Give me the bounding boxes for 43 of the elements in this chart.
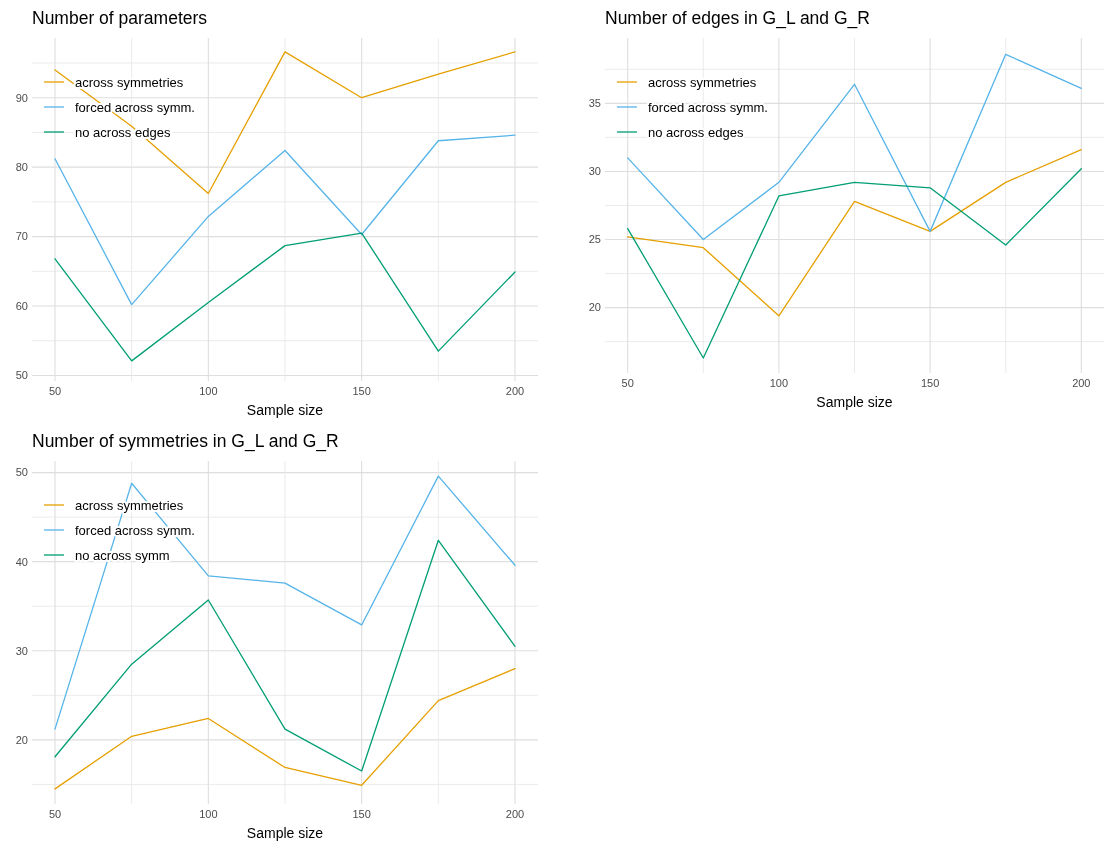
line-series — [54, 232, 516, 362]
chart-title: Number of parameters — [32, 8, 208, 28]
x-tick-label: 50 — [48, 385, 62, 397]
y-tick-label: 30 — [15, 644, 28, 657]
x-tick-label: 150 — [352, 808, 371, 820]
line-series — [54, 539, 516, 772]
legend-label: no across edges — [648, 124, 744, 140]
y-tick-label: 60 — [15, 299, 28, 312]
x-tick-label: 100 — [769, 377, 789, 389]
line-series — [54, 667, 516, 790]
y-tick-label: 40 — [15, 555, 28, 568]
legend-label: forced across symm. — [648, 99, 768, 115]
y-tick-label: 25 — [588, 233, 601, 246]
y-tick-label: 70 — [15, 230, 28, 243]
x-tick-label: 200 — [505, 385, 525, 397]
line-series — [627, 53, 1082, 241]
x-axis-title: Sample size — [816, 394, 893, 410]
y-tick-label: 80 — [15, 161, 28, 173]
y-tick-label: 90 — [15, 91, 28, 104]
chart-title: Number of edges in G_L and G_R — [605, 8, 870, 29]
y-tick-label: 20 — [588, 301, 601, 314]
line-series — [627, 149, 1082, 317]
x-tick-label: 100 — [199, 385, 218, 397]
chart-title: Number of symmetries in G_L and G_R — [32, 431, 339, 452]
x-tick-label: 50 — [48, 808, 62, 820]
x-tick-label: 200 — [505, 808, 525, 820]
line-series — [54, 475, 516, 730]
x-tick-label: 100 — [199, 808, 218, 820]
y-tick-label: 20 — [15, 733, 28, 746]
x-tick-label: 50 — [621, 377, 634, 389]
legend-label: across symmetries — [75, 74, 184, 90]
y-tick-label: 35 — [588, 97, 601, 110]
x-axis-title: Sample size — [246, 825, 324, 841]
x-tick-label: 150 — [920, 377, 940, 389]
legend-label: no across symm — [75, 547, 170, 563]
legend-label: across symmetries — [648, 74, 757, 90]
y-tick-label: 30 — [588, 165, 601, 178]
x-tick-label: 200 — [1072, 377, 1091, 389]
x-axis-title: Sample size — [246, 402, 324, 418]
y-tick-label: 50 — [15, 466, 28, 479]
x-tick-label: 150 — [352, 385, 371, 397]
line-series — [627, 168, 1082, 359]
line-series — [54, 51, 516, 195]
